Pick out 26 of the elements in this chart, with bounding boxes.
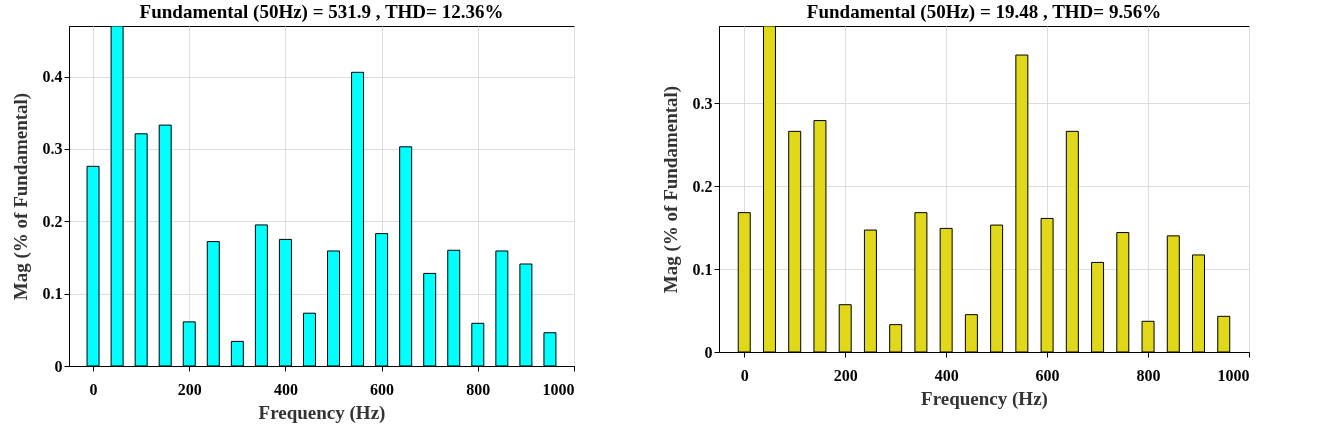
chart-title: Fundamental (50Hz) = 19.48 , THD= 9.56% bbox=[806, 1, 1162, 23]
y-axis-title: Mag (% of Fundamental) bbox=[659, 85, 682, 294]
y-tick-label: 0 bbox=[704, 343, 713, 361]
y-tick-label: 0.3 bbox=[692, 94, 713, 112]
x-tick-label: 200 bbox=[833, 366, 858, 384]
y-axis-title: Mag (% of Fundamental) bbox=[9, 92, 32, 301]
x-tick-label: 600 bbox=[1035, 366, 1060, 384]
x-tick-label: 0 bbox=[89, 380, 98, 398]
x-tick-label: 400 bbox=[934, 366, 959, 384]
chart-title: Fundamental (50Hz) = 531.9 , THD= 12.36% bbox=[139, 1, 504, 23]
x-axis-title: Frequency (Hz) bbox=[258, 401, 386, 424]
x-tick-label: 800 bbox=[1136, 366, 1161, 384]
x-tick-label: 600 bbox=[370, 380, 395, 398]
y-tick-label: 0.2 bbox=[42, 212, 63, 230]
y-tick-label: 0.4 bbox=[42, 68, 63, 86]
x-tick-label: 800 bbox=[466, 380, 491, 398]
y-tick-label: 0.2 bbox=[692, 177, 713, 195]
y-tick-label: 0.1 bbox=[42, 285, 63, 303]
x-tick-label: 1000 bbox=[1217, 366, 1250, 384]
y-tick-label: 0.3 bbox=[42, 140, 63, 158]
x-tick-label: 0 bbox=[740, 366, 749, 384]
x-tick-label: 400 bbox=[273, 380, 298, 398]
x-tick-label: 1000 bbox=[542, 380, 575, 398]
x-tick-label: 200 bbox=[177, 380, 202, 398]
y-tick-label: 0.1 bbox=[692, 260, 713, 278]
x-axis-title: Frequency (Hz) bbox=[921, 387, 1048, 410]
